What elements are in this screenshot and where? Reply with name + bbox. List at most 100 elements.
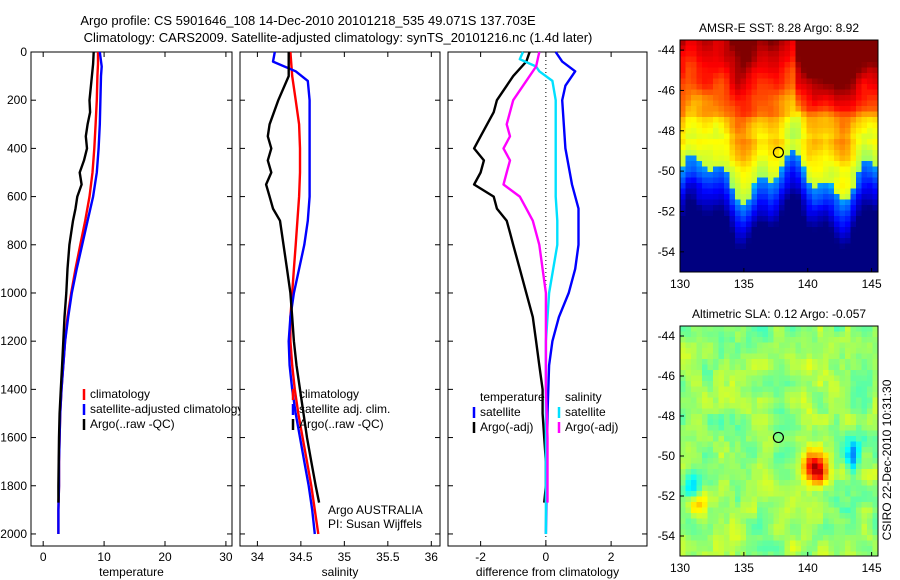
heatmap-cell [735, 84, 741, 90]
heatmap-cell [817, 463, 824, 470]
heatmap-cell [696, 408, 703, 415]
heatmap-cell [867, 183, 873, 189]
heatmap-cell [691, 78, 697, 85]
heatmap-cell [751, 419, 758, 426]
heatmap-cell [773, 425, 780, 431]
heatmap-cell [729, 524, 736, 530]
heatmap-cell [735, 194, 741, 200]
heatmap-cell [790, 166, 796, 173]
heatmap-cell [784, 348, 791, 354]
heatmap-cell [680, 243, 686, 250]
heatmap-cell [746, 177, 752, 184]
heatmap-cell [702, 67, 708, 74]
heatmap-cell [707, 408, 714, 415]
heatmap-cell [856, 254, 862, 261]
heatmap-cell [757, 122, 763, 129]
heatmap-cell [696, 436, 703, 442]
heatmap-cell [812, 205, 818, 211]
heatmap-cell [762, 150, 769, 156]
heatmap-cell [839, 452, 846, 459]
heatmap-cell [713, 221, 719, 228]
heatmap-cell [762, 463, 769, 470]
heatmap-cell [751, 45, 758, 52]
heatmap-cell [702, 419, 708, 426]
heatmap-cell [762, 249, 769, 255]
heatmap-cell [812, 458, 818, 464]
heatmap-cell [861, 353, 868, 360]
heatmap-cell [850, 56, 857, 63]
heatmap-cell [823, 441, 829, 448]
heatmap-cell [872, 144, 879, 151]
heatmap-cell [729, 381, 736, 387]
heatmap-cell [691, 447, 697, 453]
heatmap-cell [713, 166, 719, 173]
heatmap-cell [834, 430, 840, 437]
heatmap-cell [856, 128, 862, 134]
heatmap-cell [779, 458, 785, 464]
heatmap-cell [834, 56, 840, 63]
heatmap-cell [828, 474, 835, 481]
heatmap-cell [823, 45, 829, 52]
heatmap-cell [729, 205, 736, 211]
heatmap-cell [740, 540, 747, 547]
heatmap-cell [746, 430, 752, 437]
heatmap-cell [757, 73, 763, 79]
heatmap-cell [707, 265, 714, 272]
heatmap-cell [746, 194, 752, 200]
heatmap-cell [702, 227, 708, 233]
heatmap-cell [757, 205, 763, 211]
heatmap-cell [702, 463, 708, 470]
heatmap-cell [707, 419, 714, 426]
heatmap-cell [746, 84, 752, 90]
heatmap-cell [718, 106, 725, 112]
heatmap-cell [685, 227, 692, 233]
heatmap-cell [795, 507, 802, 514]
heatmap-cell [845, 40, 851, 46]
heatmap-cell [685, 441, 692, 448]
heatmap-cell [784, 117, 791, 123]
heatmap-cell [707, 529, 714, 536]
heatmap-cell [845, 89, 851, 96]
heatmap-cell [861, 216, 868, 222]
heatmap-cell [685, 155, 692, 162]
heatmap-cell [718, 342, 725, 349]
heatmap-cell [823, 84, 829, 90]
heatmap-cell [724, 166, 730, 173]
heatmap-cell [696, 452, 703, 459]
heatmap-cell [850, 117, 857, 123]
heatmap-cell [680, 496, 686, 503]
heatmap-cell [845, 106, 851, 112]
heatmap-cell [751, 51, 758, 57]
heatmap-cell [806, 403, 813, 409]
heatmap-cell [779, 370, 785, 376]
heatmap-cell [768, 469, 774, 475]
heatmap-cell [691, 188, 697, 195]
heatmap-cell [779, 254, 785, 261]
heatmap-cell [845, 436, 851, 442]
heatmap-cell [795, 480, 802, 486]
heatmap-cell [812, 392, 818, 398]
heatmap-cell [861, 518, 868, 525]
heatmap-cell [806, 161, 813, 167]
heatmap-cell [839, 265, 846, 272]
heatmap-cell [834, 524, 840, 530]
heatmap-cell [850, 161, 857, 167]
heatmap-cell [867, 485, 873, 492]
heatmap-cell [691, 172, 697, 178]
heatmap-cell [680, 474, 686, 481]
heatmap-cell [806, 205, 813, 211]
heatmap-cell [696, 51, 703, 57]
heatmap-cell [779, 447, 785, 453]
heatmap-cell [768, 507, 774, 514]
heatmap-cell [834, 210, 840, 217]
heatmap-cell [828, 485, 835, 492]
map-frame [679, 39, 879, 273]
heatmap-cell [801, 535, 807, 541]
heatmap-cell [735, 458, 741, 464]
heatmap-cell [729, 106, 736, 112]
heatmap-cell [729, 469, 736, 475]
heatmap-cell [828, 62, 835, 68]
heatmap-cell [713, 243, 719, 250]
heatmap-cell [735, 386, 741, 393]
heatmap-cell [861, 375, 868, 382]
